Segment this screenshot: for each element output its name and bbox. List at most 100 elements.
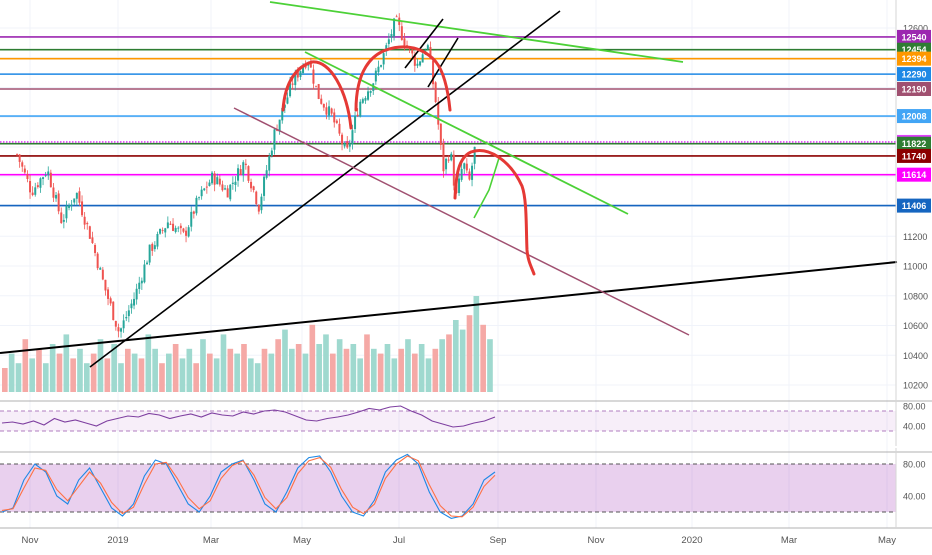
candle-body [208,182,211,186]
volume-bar [15,363,22,392]
candle-body [151,243,154,251]
volume-bar [425,358,432,392]
candle-body [395,16,398,18]
rsi-pane[interactable]: 80.00 40.00 [0,396,926,446]
candle-body [335,120,338,123]
candle-body [49,172,52,188]
price-axis[interactable]: 1260012400122001200011800116001140011200… [895,0,931,400]
candle-body [265,170,268,178]
indicator-tick-label: 80.00 [903,460,926,470]
candle-body [75,192,78,199]
candle-body [437,102,440,125]
candle-body [39,178,42,188]
candle-body [473,146,476,164]
candle-body [34,187,37,195]
volume-bar [268,353,275,392]
candle-body [291,83,294,85]
price-tag-label: 11614 [902,170,927,180]
volume-bar [398,348,404,392]
volume-bar [254,363,261,392]
volume-bar [248,358,254,392]
volume-bar [186,348,193,392]
price-tag-label: 12540 [901,32,926,42]
volume-bar [22,339,29,392]
volume-bar [70,358,76,392]
candle-body [166,222,169,229]
candle-body [47,171,50,176]
indicator-tick-label: 80.00 [903,402,926,412]
candle-body [101,269,104,280]
drawings[interactable] [0,1,898,368]
candle-body [382,53,385,65]
trendline-purple-channel [233,107,690,336]
candle-body [42,177,45,179]
candle-body [205,186,208,188]
volume-bars [2,296,493,392]
candle-body [174,227,177,232]
candle-body [153,245,156,250]
candle-body [161,230,164,231]
candle-body [471,165,474,180]
candle-body [21,162,24,167]
candle-body [283,104,286,108]
indicator-line [1,405,496,428]
green-wedge-marker [473,157,500,219]
price-tag-11740 [897,148,931,163]
candle-body [211,172,214,184]
candle-body [445,158,448,170]
volume-bar [323,334,329,392]
volume-bar [36,348,42,392]
candle-body [62,219,65,222]
candle-body [16,154,19,155]
candle-body [140,280,143,284]
candle-body [247,166,250,181]
candle-body [18,154,21,162]
time-tick-label: May [878,535,896,546]
volume-bar [227,348,234,392]
candle-body [177,227,180,229]
candle-body [229,184,232,200]
candle-body [221,184,224,191]
price-tag-label: 11822 [902,139,927,149]
time-axis[interactable]: Nov 2019 Mar May Jul Sep Nov 2020 Mar May [22,535,897,546]
candle-body [413,54,416,66]
candle-body [94,244,97,253]
time-tick-label: Mar [781,535,797,546]
candle-body [182,228,185,232]
price-tick-label: 11000 [903,262,927,272]
trendline-short-a [404,18,444,69]
volume-bar [84,363,90,392]
indicator-line [1,455,496,518]
candle-body [250,181,253,189]
candle-body [317,84,320,99]
volume-bar [131,353,138,392]
volume-bar [371,348,377,392]
candle-body [70,204,73,206]
main-grid [0,0,896,528]
candle-body [143,264,146,283]
horizontal-levels[interactable] [0,36,896,207]
candle-body [278,119,281,132]
volume-bar [8,353,15,392]
price-tick-label: 12600 [903,24,928,34]
candle-body [255,191,258,205]
candle-body [218,178,221,185]
stochastic-pane[interactable]: 80.00 40.00 [0,448,926,528]
volume-bar [295,344,302,392]
candle-body [359,101,362,117]
volume-bar [336,339,343,392]
candle-body [68,205,71,208]
candle-body [419,61,422,66]
candle-body [325,107,328,115]
candle-body [458,178,461,194]
volume-bar [207,353,213,392]
candle-body [343,143,346,147]
candle-body [172,223,175,231]
candle-body [185,230,188,236]
candle-body [99,267,102,270]
candle-body [468,171,471,180]
time-tick-label: Jul [393,535,405,546]
volume-bar [118,363,124,392]
